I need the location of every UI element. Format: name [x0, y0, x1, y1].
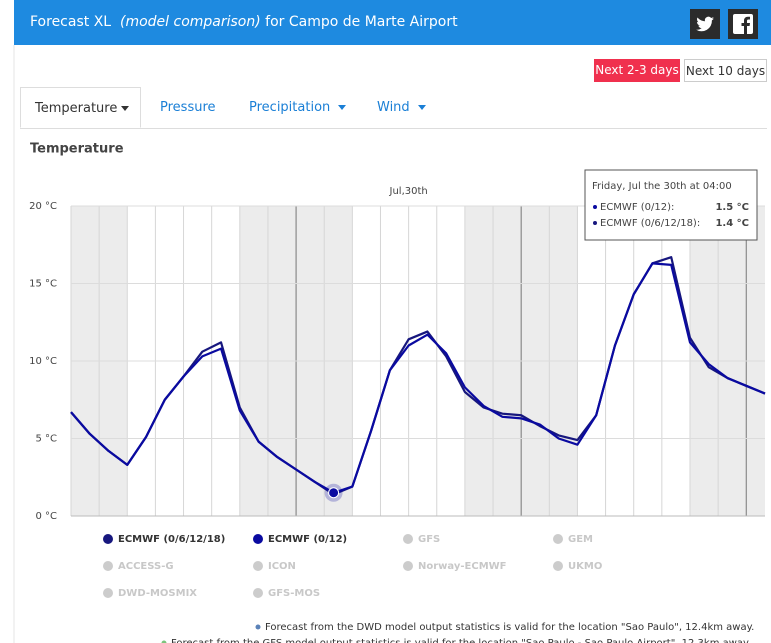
tab-label: Temperature — [35, 101, 118, 116]
header-bar: Forecast XL (model comparison) for Campo… — [14, 0, 771, 45]
y-tick-label: 5 °C — [35, 434, 57, 445]
legend-label: GEM — [568, 534, 593, 545]
legend-label: ICON — [268, 561, 296, 572]
tooltip-title: Friday, Jul the 30th at 04:00 — [592, 181, 732, 192]
series-line — [70, 262, 766, 494]
footnote-bullet — [161, 640, 167, 643]
footnote: Forecast from the DWD model output stati… — [265, 622, 754, 633]
legend-marker — [403, 534, 413, 544]
tooltip-label: ECMWF (0/12): — [600, 202, 674, 213]
legend-item[interactable]: GFS — [403, 534, 440, 545]
header-title: Forecast XL (model comparison) for Campo… — [30, 0, 458, 45]
tooltip-dot — [593, 221, 597, 225]
legend-item[interactable]: GFS-MOS — [253, 588, 320, 599]
tab[interactable]: Temperature — [20, 87, 141, 128]
legend-item[interactable]: GEM — [553, 534, 593, 545]
legend-item[interactable]: ECMWF (0/6/12/18) — [103, 534, 225, 545]
y-tick-label: 20 °C — [29, 201, 57, 212]
hover-point — [328, 487, 340, 499]
range-button[interactable]: Next 10 days — [684, 59, 767, 82]
legend-item[interactable]: DWD-MOSMIX — [103, 588, 197, 599]
footnote-bullet — [255, 624, 261, 630]
series-line — [70, 256, 766, 496]
legend-item[interactable]: ECMWF (0/12) — [253, 534, 347, 545]
legend-marker — [253, 588, 263, 598]
footnote: Forecast from the GFS model output stati… — [171, 638, 751, 643]
legend-label: ECMWF (0/12) — [268, 534, 347, 545]
legend-label: ECMWF (0/6/12/18) — [118, 534, 225, 545]
y-tick-label: 0 °C — [35, 511, 57, 522]
tab[interactable]: Precipitation — [249, 87, 347, 128]
legend-item[interactable]: Norway-ECMWF — [403, 561, 507, 572]
tooltip-label: ECMWF (0/6/12/18): — [600, 218, 700, 229]
legend-label: DWD-MOSMIX — [118, 588, 197, 599]
y-tick-label: 15 °C — [29, 279, 57, 290]
legend-label: GFS-MOS — [268, 588, 320, 599]
tab-label: Wind — [377, 100, 410, 115]
title-suffix: for Campo de Marte Airport — [265, 14, 458, 30]
tooltip-value: 1.4 °C — [715, 218, 749, 229]
legend-marker — [553, 561, 563, 571]
legend-item[interactable]: UKMO — [553, 561, 602, 572]
legend-marker — [253, 534, 263, 544]
title-prefix: Forecast XL — [30, 14, 112, 30]
legend-marker — [403, 561, 413, 571]
legend-marker — [103, 588, 113, 598]
tooltip-box — [584, 169, 758, 241]
legend-label: Norway-ECMWF — [418, 561, 507, 572]
tooltip-dot — [593, 205, 597, 209]
legend-label: ACCESS-G — [118, 561, 174, 572]
legend-marker — [253, 561, 263, 571]
legend-marker — [553, 534, 563, 544]
legend-marker — [103, 534, 113, 544]
legend-label: UKMO — [568, 561, 602, 572]
legend-marker — [103, 561, 113, 571]
tab[interactable]: Wind — [377, 87, 426, 128]
facebook-icon[interactable] — [728, 9, 758, 39]
x-tick-label: Jul,30th — [389, 186, 428, 197]
legend-item[interactable]: ACCESS-G — [103, 561, 174, 572]
tab[interactable]: Pressure — [160, 87, 216, 128]
tab-label: Pressure — [160, 100, 216, 115]
twitter-icon[interactable] — [690, 9, 720, 39]
legend-item[interactable]: ICON — [253, 561, 296, 572]
tooltip: Friday, Jul the 30th at 04:00 ECMWF (0/12… — [584, 169, 758, 241]
tab-bar: Temperature Pressure Precipitation Wind — [20, 87, 767, 129]
tab-label: Precipitation — [249, 100, 331, 115]
legend-label: GFS — [418, 534, 440, 545]
y-tick-label: 10 °C — [29, 356, 57, 367]
range-button[interactable]: Next 2-3 days — [594, 59, 680, 82]
tooltip-value: 1.5 °C — [715, 202, 749, 213]
title-em: (model comparison) — [120, 14, 261, 30]
chart-title: Temperature — [30, 142, 124, 157]
